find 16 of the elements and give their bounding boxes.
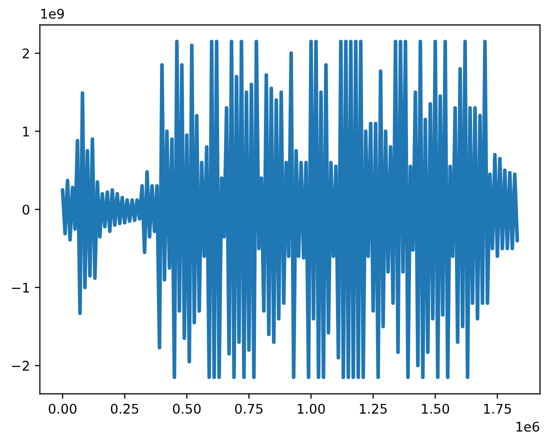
x-tick-label: 1.50 [422,404,450,414]
x-tick-label: 0.00 [48,404,76,414]
x-tick-label: 0.50 [173,404,201,414]
text: 1e9 [41,8,64,19]
text: 1e6 [516,422,540,432]
y-tick-label: 2 [22,48,29,58]
x-tick-label: 1.00 [298,404,325,414]
y-tick-label: 0 [22,204,30,215]
y-tick-label: −1 [12,282,29,292]
line-series [60,40,520,380]
y-tick-label: −2 [12,360,29,371]
x-tick-label: 1.25 [360,404,387,414]
x-tick-label: 0.75 [235,404,262,414]
x-tick-label: 0.25 [110,404,138,414]
x-tick-label: 1.75 [484,404,511,414]
y-tick-label: 1 [23,126,29,136]
